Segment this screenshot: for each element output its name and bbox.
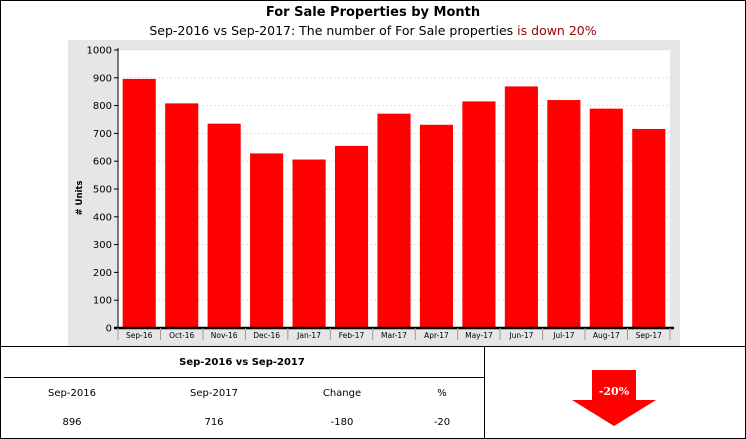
summary-value-change: -180 bbox=[330, 417, 354, 428]
x-tick-label: Aug-17 bbox=[593, 331, 620, 340]
y-tick-label: 800 bbox=[93, 101, 112, 112]
bar bbox=[419, 124, 454, 328]
y-tick-label: 400 bbox=[93, 212, 112, 223]
summary-col-sep-2016: Sep-2016 bbox=[48, 388, 96, 399]
summary-value-percent: -20 bbox=[433, 417, 451, 428]
summary-heading: Sep-2016 vs Sep-2017 bbox=[179, 357, 305, 368]
bar bbox=[334, 145, 369, 328]
bar bbox=[504, 86, 538, 328]
summary-col-change: Change bbox=[322, 388, 362, 399]
bar bbox=[165, 103, 199, 328]
summary-column-divider bbox=[484, 346, 485, 439]
y-axis-label: # Units bbox=[75, 180, 85, 215]
y-tick-label: 900 bbox=[93, 73, 112, 84]
y-tick-label: 1000 bbox=[87, 46, 112, 57]
y-tick-label: 600 bbox=[93, 157, 112, 168]
y-tick-label: 0 bbox=[106, 324, 112, 335]
x-tick-label: Apr-17 bbox=[424, 331, 449, 340]
x-tick-label: Oct-16 bbox=[169, 331, 194, 340]
subtitle-text: Sep-2016 vs Sep-2017: The number of For … bbox=[149, 23, 518, 38]
x-tick-label: Nov-16 bbox=[211, 331, 238, 340]
bar-chart: 0 100 200 300 400 500 600 700 800 900 1000 Sep-16 Oc… bbox=[68, 40, 680, 346]
y-tick-label: 200 bbox=[93, 268, 112, 279]
bar bbox=[292, 159, 326, 328]
x-tick-label: Feb-17 bbox=[339, 331, 365, 340]
axes: 0 100 200 300 400 500 600 700 800 900 1000 Sep-16 Oc… bbox=[87, 46, 674, 340]
summary-col-sep-2017: Sep-2017 bbox=[190, 388, 238, 399]
x-tick-label: May-17 bbox=[465, 331, 493, 340]
bar bbox=[122, 78, 156, 328]
y-tick-label: 100 bbox=[93, 296, 112, 307]
bar bbox=[462, 101, 496, 329]
x-tick-label: Jul-17 bbox=[552, 331, 575, 340]
bar bbox=[207, 123, 241, 328]
bars bbox=[122, 78, 666, 329]
summary-heading-rule bbox=[4, 377, 484, 378]
chart-title: For Sale Properties by Month bbox=[265, 5, 481, 20]
bar bbox=[632, 128, 666, 328]
y-tick-label: 500 bbox=[93, 185, 112, 196]
summary-divider bbox=[0, 346, 746, 347]
x-tick-label: Sep-17 bbox=[636, 331, 663, 340]
change-indicator-label: -20% bbox=[598, 385, 630, 398]
bar bbox=[250, 153, 284, 328]
subtitle-change-text: is down 20% bbox=[517, 23, 597, 38]
y-tick-label: 300 bbox=[93, 240, 112, 251]
bar bbox=[547, 100, 581, 328]
summary-col-percent: % bbox=[437, 388, 447, 399]
summary-value-sep-2016: 896 bbox=[62, 417, 82, 428]
x-tick-label: Sep-16 bbox=[126, 331, 153, 340]
x-tick-label: Jan-17 bbox=[296, 331, 321, 340]
down-arrow-icon bbox=[572, 370, 656, 426]
bar bbox=[589, 108, 623, 329]
summary-value-sep-2017: 716 bbox=[204, 417, 224, 428]
x-tick-label: Dec-16 bbox=[253, 331, 280, 340]
x-tick-label: Jun-17 bbox=[508, 331, 533, 340]
y-tick-label: 700 bbox=[93, 129, 112, 140]
x-tick-label: Mar-17 bbox=[381, 331, 407, 340]
chart-subtitle: Sep-2016 vs Sep-2017: The number of For … bbox=[0, 23, 746, 38]
bar bbox=[377, 113, 411, 328]
